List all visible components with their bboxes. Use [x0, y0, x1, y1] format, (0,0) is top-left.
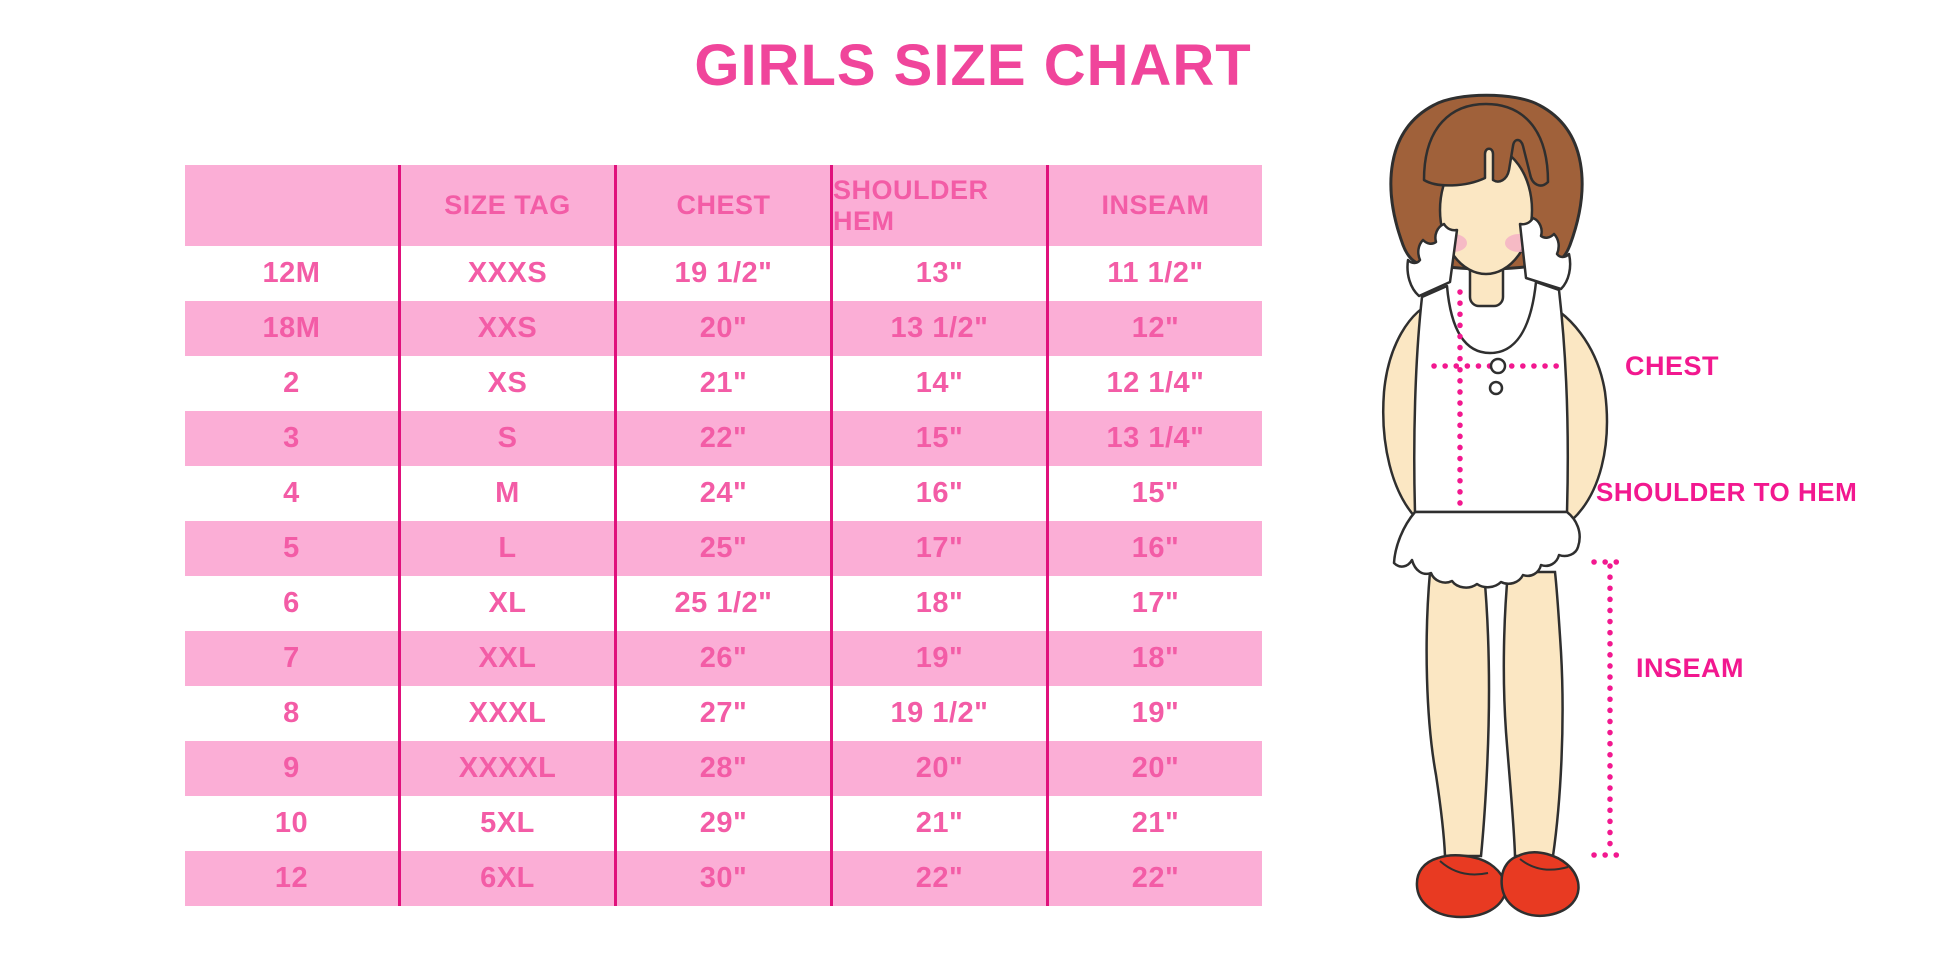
table-cell: 2 [283, 367, 300, 399]
table-cell: 21" [1046, 796, 1262, 851]
shoulder-to-hem-label: SHOULDER TO HEM [1596, 477, 1858, 507]
table-cell: XXXXL [398, 741, 614, 796]
chest-label: CHEST [1625, 351, 1720, 381]
table-cell: 17" [1046, 576, 1262, 631]
table-cell: L [398, 521, 614, 576]
table-row: 9 XXXXL 28" 20" 20" [185, 741, 1262, 796]
table-cell: 11 1/2" [1046, 246, 1262, 301]
header-cell: SIZE TAG [398, 165, 614, 246]
table-cell: S [398, 411, 614, 466]
table-cell: XS [398, 356, 614, 411]
table-cell: 13 1/4" [1046, 411, 1262, 466]
table-cell: 18M [262, 312, 321, 344]
table-cell: 6XL [398, 851, 614, 906]
table-cell: 30" [614, 851, 830, 906]
table-cell: 20" [1046, 741, 1262, 796]
table-cell: 19 1/2" [830, 686, 1046, 741]
table-cell: 27" [614, 686, 830, 741]
table-cell: 5XL [398, 796, 614, 851]
table-cell: 21" [830, 796, 1046, 851]
table-row: 3 S 22" 15" 13 1/4" [185, 411, 1262, 466]
table-cell: 5 [283, 532, 300, 564]
header-cell: CHEST [614, 165, 830, 246]
table-cell: 17" [830, 521, 1046, 576]
table-cell: 21" [614, 356, 830, 411]
table-cell: XXXS [398, 246, 614, 301]
table-row: 5 L 25" 17" 16" [185, 521, 1262, 576]
table-cell: 16" [1046, 521, 1262, 576]
girl-shoulder-ruffles [1406, 216, 1572, 298]
table-cell: 20" [830, 741, 1046, 796]
table-cell: 13" [830, 246, 1046, 301]
table-cell: 4 [283, 477, 300, 509]
table-cell: 19" [830, 631, 1046, 686]
table-cell: 15" [1046, 466, 1262, 521]
header-cell: SHOULDER HEM [830, 165, 1046, 246]
measurement-figure: CHEST SHOULDER TO HEM INSEAM [1320, 60, 1920, 960]
girl-blouse [1413, 280, 1569, 514]
table-cell: 12M [262, 257, 321, 289]
table-row: 6 XL 25 1/2" 18" 17" [185, 576, 1262, 631]
table-cell: 22" [614, 411, 830, 466]
table-row: 2 XS 21" 14" 12 1/4" [185, 356, 1262, 411]
table-cell: XXXL [398, 686, 614, 741]
table-cell: 19 1/2" [614, 246, 830, 301]
table-cell: 25" [614, 521, 830, 576]
table-row: 18M XXS 20" 13 1/2" 12" [185, 301, 1262, 356]
table-cell: 3 [283, 422, 300, 454]
table-cell: 19" [1046, 686, 1262, 741]
table-row: 12 6XL 30" 22" 22" [185, 851, 1262, 906]
table-cell: 25 1/2" [614, 576, 830, 631]
inseam-label: INSEAM [1636, 653, 1745, 683]
size-table-body: 12M XXXS 19 1/2" 13" 11 1/2" 18M XXS 20" 13 1/2"… [185, 246, 1262, 906]
table-cell: 12 [274, 862, 309, 894]
table-cell: 24" [614, 466, 830, 521]
table-cell: M [398, 466, 614, 521]
girl-shoes [1415, 851, 1580, 919]
table-cell: 9 [283, 752, 300, 784]
size-table: SIZE TAG CHEST SHOULDER HEM INSEAM 12M XXXS 1… [185, 165, 1262, 906]
table-cell: 13 1/2" [830, 301, 1046, 356]
chart-title: GIRLS SIZE CHART [694, 33, 1252, 98]
girl-blouse-buttons [1488, 357, 1507, 396]
table-cell: XXL [398, 631, 614, 686]
table-cell: 29" [614, 796, 830, 851]
table-cell: 14" [830, 356, 1046, 411]
table-cell: 22" [830, 851, 1046, 906]
table-cell: 15" [830, 411, 1046, 466]
girl-skirt [1392, 510, 1581, 589]
girl-illustration [1382, 93, 1629, 919]
header-cell [185, 165, 398, 246]
table-row: 12M XXXS 19 1/2" 13" 11 1/2" [185, 246, 1262, 301]
table-cell: 10 [274, 807, 309, 839]
header-cell: INSEAM [1046, 165, 1262, 246]
table-row: 7 XXL 26" 19" 18" [185, 631, 1262, 686]
table-cell: 18" [1046, 631, 1262, 686]
table-cell: 20" [614, 301, 830, 356]
girl-bangs [1422, 102, 1550, 187]
table-cell: XXS [398, 301, 614, 356]
table-row: 8 XXXL 27" 19 1/2" 19" [185, 686, 1262, 741]
table-cell: 18" [830, 576, 1046, 631]
table-cell: 26" [614, 631, 830, 686]
table-cell: 8 [283, 697, 300, 729]
table-row: 10 5XL 29" 21" 21" [185, 796, 1262, 851]
table-cell: 16" [830, 466, 1046, 521]
size-table-header: SIZE TAG CHEST SHOULDER HEM INSEAM [185, 165, 1262, 246]
table-cell: XL [398, 576, 614, 631]
table-cell: 28" [614, 741, 830, 796]
table-cell: 6 [283, 587, 300, 619]
table-cell: 12 1/4" [1046, 356, 1262, 411]
table-cell: 7 [283, 642, 300, 674]
table-cell: 22" [1046, 851, 1262, 906]
table-cell: 12" [1046, 301, 1262, 356]
table-row: 4 M 24" 16" 15" [185, 466, 1262, 521]
girl-legs [1425, 570, 1564, 858]
